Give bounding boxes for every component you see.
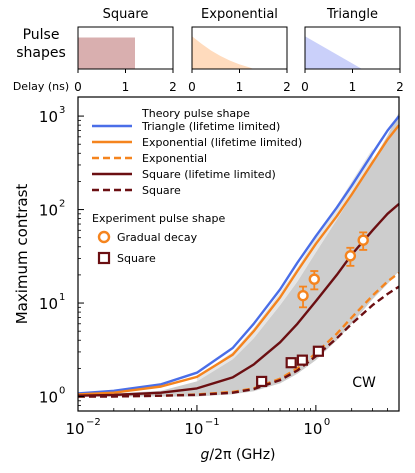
x-tick-exponent: 0 [324,417,330,428]
series-line [77,202,400,397]
pulse-x-tick-label: 2 [169,80,177,94]
legend-label: Exponential [142,152,207,165]
legend-marker-square [97,251,111,265]
x-tick-label: 10 [303,420,322,438]
y-tick-label: 10 [39,295,58,313]
y-tick-exponent: 2 [59,199,65,210]
theory-curves [77,115,400,398]
pulse-xaxis-label: Delay (ns) [13,80,69,93]
y-tick-exponent: 3 [59,105,65,116]
pulse-x-tick-label: 0 [188,80,196,94]
legend: Theory pulse shape Triangle (lifetime li… [92,107,302,265]
pulse-x-tick-label: 2 [283,80,291,94]
legend-label: Gradual decay [117,231,198,244]
pulse-x-tick-label: 1 [349,80,357,94]
legend-label: Square (lifetime limited) [142,168,276,181]
data-point-square [312,345,324,357]
legend-theory-title: Theory pulse shape [141,107,250,120]
legend-label: Triangle (lifetime limited) [141,120,280,133]
x-tick-label: 10 [184,420,203,438]
y-tick-exponent: 1 [59,292,65,303]
pulse-shape-fill [192,36,254,69]
pulse-x-tick-label: 1 [122,80,130,94]
y-tick-label: 10 [39,389,58,407]
data-point-square [296,354,308,366]
cw-region-label: CW [352,375,376,391]
pulse-x-tick-label: 0 [74,80,82,94]
x-axis-label: g/2π (GHz) [200,447,275,463]
series-line [77,115,400,395]
pulse-shape-triangle: Triangle 0 1 2 [301,7,404,94]
experiment-points [256,231,369,388]
y-axis-label: Maximum contrast [13,184,31,325]
legend-label: Square [142,184,181,197]
data-point-circle [344,250,357,262]
data-point-square [285,357,297,369]
x-tick-exponent: −2 [86,417,101,428]
cw-region-fill [78,112,399,397]
pulse-shape-square: Square 0 1 2 [74,7,177,94]
x-tick-label: 10 [65,420,84,438]
legend-experiment-title: Experiment pulse shape [92,212,225,225]
contrast-panel: 10 −2 10 −1 10 010 010 110 210 3 CW Maximum contr… [13,96,400,463]
pulse-shape-exponential: Exponential 0 1 2 [188,7,291,94]
y-tick-label: 10 [39,108,58,126]
legend-label: Exponential (lifetime limited) [142,136,302,149]
pulse-row-label-line2: shapes [16,45,66,61]
pulse-x-tick-label: 2 [396,80,404,94]
pulse-x-tick-label: 1 [236,80,244,94]
pulse-shape-fill [305,36,362,69]
x-tick-exponent: −1 [205,417,220,428]
y-tick-exponent: 0 [59,386,65,397]
data-point-circle [308,273,320,285]
pulse-shape-title: Triangle [326,7,378,22]
cw-region [78,112,399,397]
pulse-x-tick-label: 0 [301,80,309,94]
pulse-row-label-line1: Pulse [23,27,60,43]
pulse-shape-title: Exponential [201,7,278,22]
series-line [78,285,400,398]
data-point-circle [297,289,309,302]
pulse-shape-fill [78,37,135,69]
contrast-axes: 10 −2 10 −1 10 010 010 110 210 3 [39,105,400,438]
pulse-shape-title: Square [103,7,149,22]
pulse-shapes-panel: Pulse shapes Delay (ns) Square 0 1 2 Expone… [13,7,404,94]
contrast-plot-frame [77,96,400,412]
y-tick-label: 10 [39,202,58,220]
series-line [77,124,400,396]
data-point-circle [357,234,369,246]
legend-label: Square [117,252,156,265]
legend-marker-circle [97,230,111,244]
data-point-square [256,375,268,388]
